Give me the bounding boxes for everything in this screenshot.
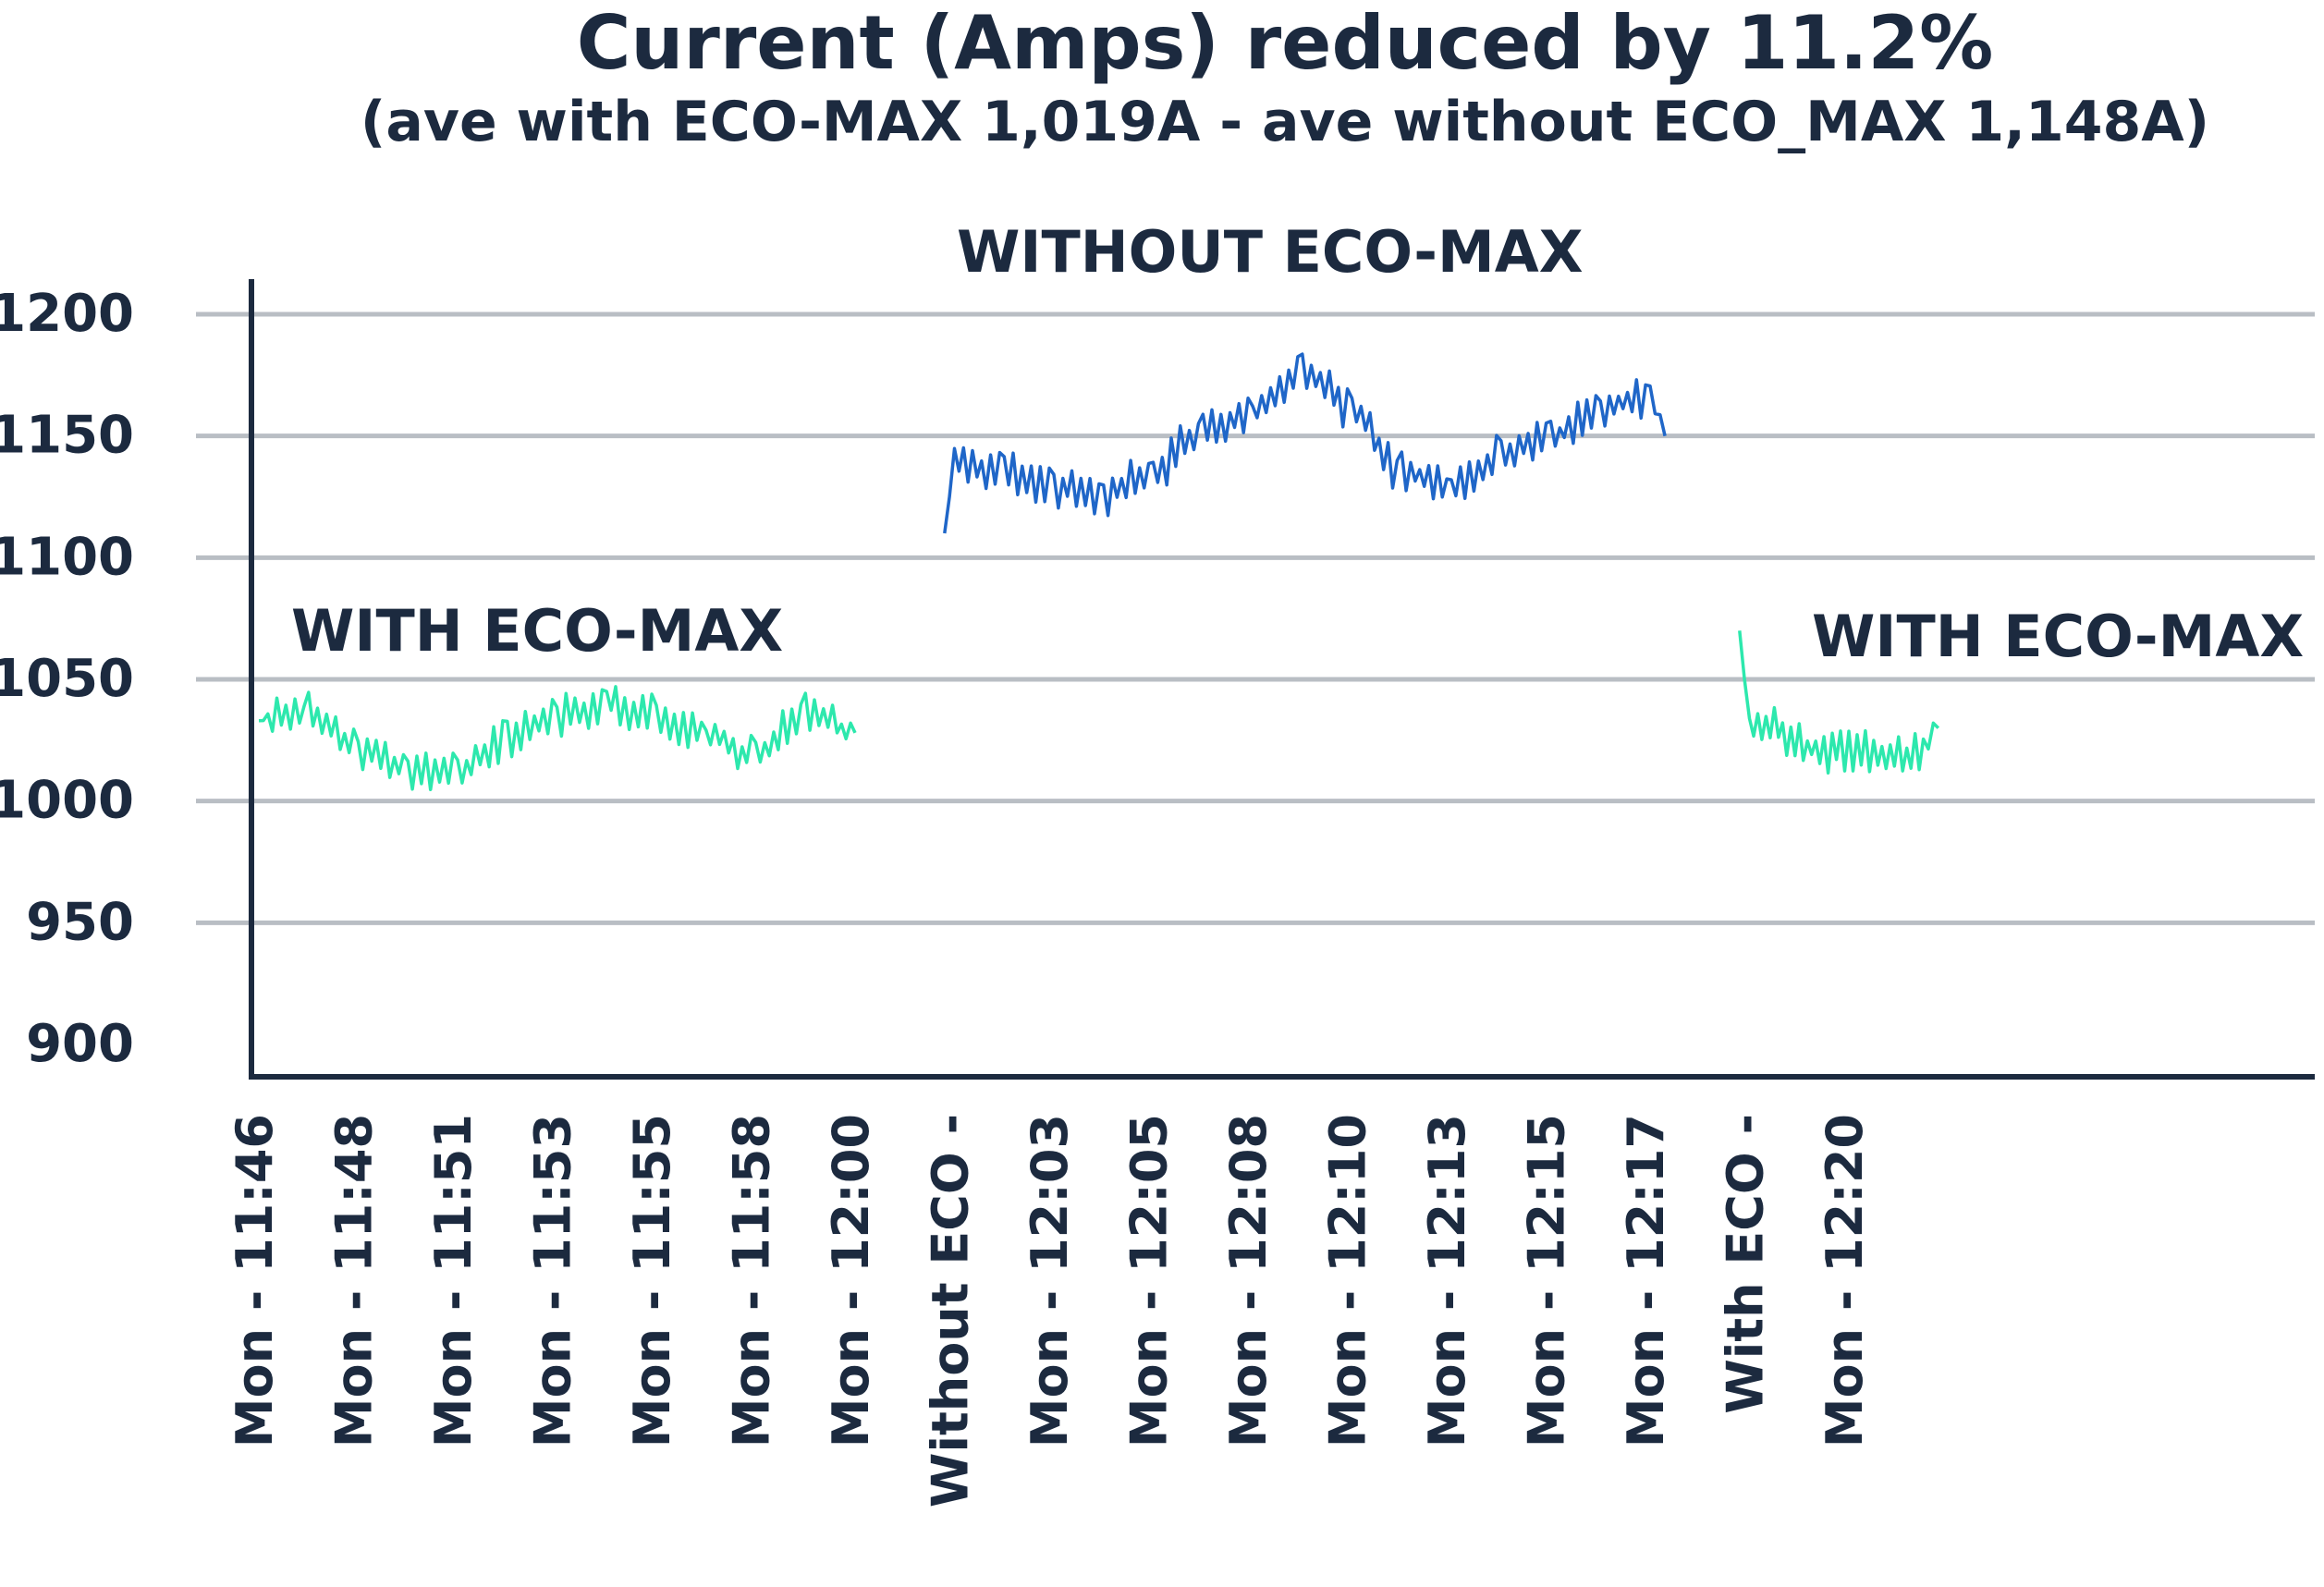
x-tick-label-10: Mon - 12:08	[1219, 1114, 1278, 1447]
x-tick-label-4: Mon - 11:55	[623, 1114, 681, 1447]
x-tick-label-11: Mon - 12:10	[1319, 1114, 1377, 1447]
x-tick-label-2: Mon - 11:51	[424, 1114, 483, 1447]
annotation-without-eco-max: WITHOUT ECO-MAX	[957, 218, 1584, 286]
series-line-1	[945, 354, 1665, 533]
chart-subtitle: (ave with ECO-MAX 1,019A - ave without E…	[361, 90, 2209, 154]
y-tick-label-950: 950	[26, 892, 134, 952]
x-tick-label-14: Mon - 12:17	[1617, 1114, 1675, 1447]
y-tick-label-1050: 1050	[0, 649, 134, 709]
series-lines	[259, 354, 1939, 789]
x-tick-label-0: Mon - 11:46	[226, 1114, 284, 1447]
y-tick-label-1200: 1200	[0, 284, 134, 344]
y-tick-label-900: 900	[26, 1014, 134, 1074]
x-tick-label-16: Mon - 12:20	[1816, 1114, 1874, 1447]
x-tick-label-5: Mon - 11:58	[723, 1114, 781, 1447]
series-line-0	[259, 687, 855, 789]
chart-title: Current (Amps) reduced by 11.2%	[577, 0, 1994, 86]
y-axis-ticks: 900 950 1000 1050 1100 1150 1200	[0, 284, 134, 1074]
y-tick-label-1150: 1150	[0, 406, 134, 466]
x-axis-ticks: Mon - 11:46 Mon - 11:48 Mon - 11:51 Mon - 1…	[226, 1114, 1874, 1508]
x-tick-label-9: Mon - 12:05	[1120, 1114, 1179, 1447]
x-tick-label-7: Without ECO -	[922, 1114, 980, 1508]
x-tick-label-1: Mon - 11:48	[325, 1114, 384, 1447]
x-tick-label-8: Mon - 12:03	[1021, 1114, 1079, 1447]
x-tick-label-3: Mon - 11:53	[524, 1114, 582, 1447]
annotation-with-eco-max-left: WITH ECO-MAX	[291, 597, 783, 665]
x-tick-label-12: Mon - 12:13	[1418, 1114, 1476, 1447]
y-tick-label-1000: 1000	[0, 771, 134, 831]
y-tick-label-1100: 1100	[0, 527, 134, 587]
annotation-with-eco-max-right: WITH ECO-MAX	[1812, 603, 2304, 670]
x-tick-label-13: Mon - 12:15	[1518, 1114, 1576, 1447]
x-tick-label-15: With ECO -	[1717, 1114, 1775, 1414]
x-tick-label-6: Mon - 12:00	[822, 1114, 880, 1447]
